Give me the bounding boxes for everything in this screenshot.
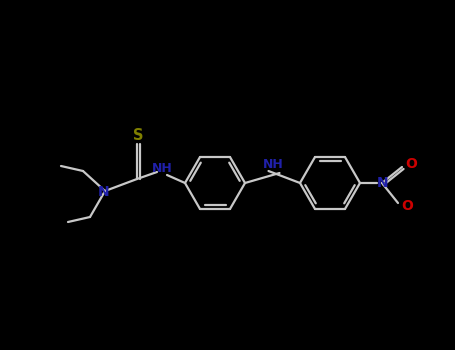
Text: NH: NH [152,161,172,175]
Text: O: O [401,199,413,213]
Text: O: O [405,157,417,171]
Text: NH: NH [263,159,284,172]
Text: N: N [98,185,110,199]
Text: S: S [133,127,143,142]
Text: N: N [377,176,389,190]
